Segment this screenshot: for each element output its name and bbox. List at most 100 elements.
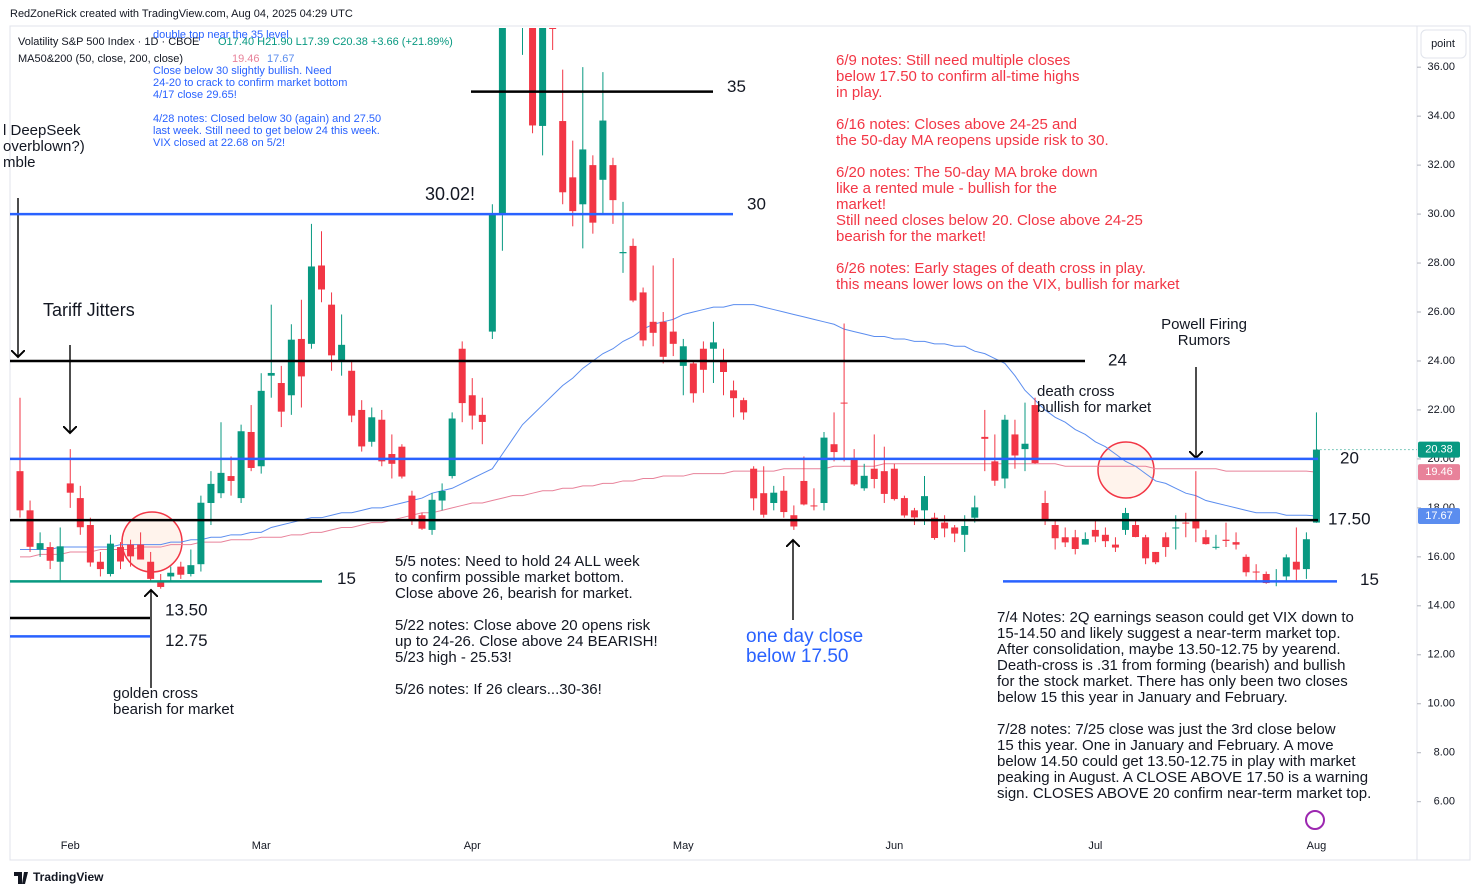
candle-body: [810, 505, 818, 507]
scale-button[interactable]: [1420, 29, 1467, 59]
candle-body: [448, 418, 456, 477]
annotation: the 50-day MA reopens upside risk to 30.: [836, 132, 1109, 149]
candle-body: [96, 561, 104, 570]
candle-body: [820, 437, 828, 503]
ohlc-legend: O17.40 H21.90 L17.39 C20.38 +3.66 (+21.8…: [218, 36, 453, 48]
candle-body: [991, 461, 999, 481]
candle-body: [1312, 449, 1320, 523]
annotation: 5/22 notes: Close above 20 opens risk: [395, 617, 651, 634]
candle-body: [237, 431, 245, 499]
candle-body: [689, 363, 697, 394]
candle-body: [458, 348, 466, 404]
y-tick-label: 26.00: [1427, 306, 1455, 318]
candle-body: [1031, 405, 1039, 464]
annotation: below 14.50 could get 13.50-12.75 in pla…: [997, 753, 1356, 770]
footer-logo: [14, 872, 28, 884]
annotation: golden cross: [113, 685, 198, 702]
x-tick-label: Jun: [885, 840, 903, 852]
annotation: 15-14.50 and likely suggest a near-term …: [997, 625, 1341, 642]
candle-body: [66, 483, 74, 493]
candle-body: [488, 213, 496, 332]
level-label: 35: [727, 77, 746, 96]
x-tick-label: May: [673, 840, 694, 852]
candle-body: [619, 252, 627, 254]
y-tick-label: 34.00: [1427, 110, 1455, 122]
candle-body: [740, 400, 748, 413]
candle-body: [177, 566, 185, 575]
candle-body: [428, 499, 436, 530]
candle-body: [931, 517, 939, 538]
ma200-tag: 19.46: [1425, 466, 1453, 478]
candle-body: [609, 165, 617, 201]
candle-body: [157, 581, 165, 587]
candle-body: [529, 28, 537, 126]
logo-icon: [1305, 810, 1325, 830]
candle-body: [378, 419, 386, 462]
annotation: sign. CLOSES ABOVE 20 confirm near-term …: [997, 785, 1371, 802]
candle-body: [1182, 522, 1190, 524]
candle-body: [1061, 537, 1069, 543]
annotation: 7/4 Notes: 2Q earnings season could get …: [997, 609, 1354, 626]
annotation: Death-cross is .31 from forming (bearish…: [997, 657, 1345, 674]
candle-body: [498, 28, 506, 215]
annotation: 5/5 notes: Need to hold 24 ALL week: [395, 553, 640, 570]
candle-body: [478, 414, 486, 422]
candle-body: [649, 321, 657, 333]
scale-button-label[interactable]: point: [1431, 38, 1455, 50]
annotation: 6/16 notes: Closes above 24-25 and: [836, 116, 1077, 133]
candle-body: [1071, 537, 1079, 550]
y-tick-label: 12.00: [1427, 649, 1455, 661]
annotation: Powell Firing: [1161, 316, 1247, 333]
x-tick-label: Apr: [464, 840, 481, 852]
candle-body: [56, 546, 64, 562]
candle-body: [338, 344, 346, 361]
annotation: Still need closes below 20. Close above …: [836, 212, 1143, 229]
annotation: for the stock market. There has only bee…: [997, 673, 1348, 690]
annotation: double top near the 35 level: [153, 29, 289, 41]
candle-body: [659, 321, 667, 357]
x-tick-label: Aug: [1307, 840, 1327, 852]
candle-body: [247, 431, 255, 468]
candle-body: [187, 565, 195, 574]
annotation: market!: [836, 196, 886, 213]
candle-body: [720, 360, 727, 372]
annotation: like a rented mule - bullish for the: [836, 180, 1057, 197]
candle-body: [850, 458, 858, 485]
annotation: VIX closed at 22.68 on 5/2!: [153, 137, 285, 149]
candle-body: [709, 342, 717, 349]
indicator-value: 17.67: [267, 53, 295, 65]
candle-body: [328, 304, 336, 356]
candle-body: [26, 510, 34, 547]
level-label: 17.50: [1328, 510, 1371, 529]
annotation: bearish for market: [113, 701, 235, 718]
candle-body: [1091, 529, 1099, 537]
candle-body: [16, 471, 24, 511]
x-tick-label: Feb: [61, 840, 80, 852]
candle-body: [830, 444, 838, 453]
candle-body: [890, 468, 898, 500]
candle-body: [800, 480, 808, 505]
moving-average: [20, 463, 1317, 558]
candle-body: [227, 476, 235, 481]
candle-body: [1282, 557, 1290, 577]
annotation: 4/17 close 29.65!: [153, 89, 237, 101]
y-tick-label: 16.00: [1427, 551, 1455, 563]
candle-body: [549, 28, 557, 29]
candle-body: [1051, 525, 1059, 539]
annotation: this means lower lows on the VIX, bullis…: [836, 276, 1180, 293]
candle-body: [86, 525, 94, 563]
candle-body: [418, 515, 426, 529]
annotation: Close below 30 slightly bullish. Need: [153, 65, 332, 77]
ma50-tag: 17.67: [1425, 510, 1453, 522]
candle-body: [981, 436, 989, 439]
footer: TradingView: [33, 870, 104, 884]
candle-body: [318, 265, 325, 290]
candle-body: [679, 346, 687, 366]
y-tick-label: 28.00: [1427, 257, 1455, 269]
moving-average: [20, 304, 1317, 551]
candle-body: [408, 495, 416, 521]
candle-body: [197, 502, 205, 565]
candle-body: [1111, 544, 1119, 548]
candle-body: [900, 498, 908, 516]
candle-body: [1152, 551, 1160, 563]
